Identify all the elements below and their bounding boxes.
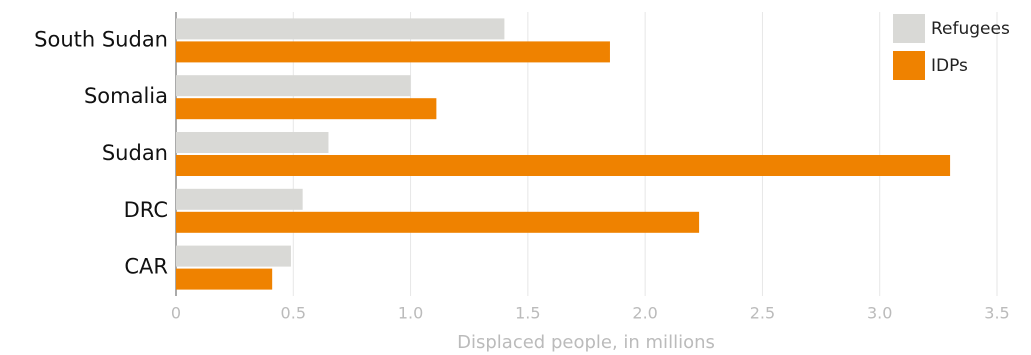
y-tick-label: DRC bbox=[124, 198, 168, 222]
bar bbox=[176, 188, 303, 210]
legend-swatch bbox=[893, 51, 925, 80]
y-tick-label: Somalia bbox=[84, 84, 168, 108]
x-tick-label: 1.5 bbox=[515, 304, 540, 323]
x-tick-label: 0.5 bbox=[281, 304, 306, 323]
bar bbox=[176, 155, 951, 176]
bar bbox=[176, 98, 437, 120]
bar bbox=[176, 245, 291, 267]
bar bbox=[176, 268, 273, 290]
legend-swatch bbox=[893, 14, 925, 43]
bar bbox=[176, 41, 610, 63]
legend-label: IDPs bbox=[931, 56, 968, 76]
x-tick-label: 2.5 bbox=[750, 304, 775, 323]
x-tick-label: 2.0 bbox=[632, 304, 657, 323]
bar bbox=[176, 75, 411, 97]
x-tick-label: 3.0 bbox=[867, 304, 892, 323]
y-tick-label: South Sudan bbox=[34, 27, 168, 51]
y-tick-label: Sudan bbox=[102, 141, 168, 165]
x-axis-label: Displaced people, in millions bbox=[457, 332, 715, 353]
bar bbox=[176, 18, 505, 40]
x-tick-label: 3.5 bbox=[984, 304, 1009, 323]
bar bbox=[176, 211, 700, 233]
legend-label: Refugees bbox=[931, 19, 1010, 39]
x-tick-label: 1.0 bbox=[398, 304, 423, 323]
bar bbox=[176, 132, 329, 153]
y-tick-label: CAR bbox=[124, 255, 168, 279]
x-tick-label: 0 bbox=[171, 304, 181, 323]
